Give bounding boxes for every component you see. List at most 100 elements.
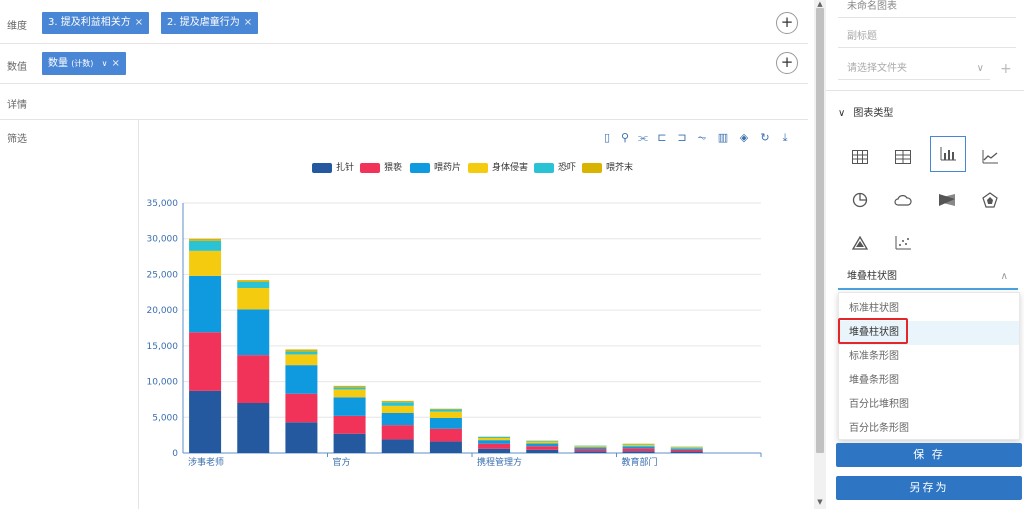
mark-line-icon[interactable]: ⫘ bbox=[638, 131, 648, 144]
chip-sublabel: (计数) bbox=[71, 59, 94, 68]
bar-segment-扎针 bbox=[381, 439, 414, 453]
dimension-chip-stakeholder[interactable]: 3. 提及利益相关方 × bbox=[42, 12, 150, 34]
save-as-button[interactable]: 另存为 bbox=[836, 476, 1022, 500]
x-tick-label: 教育部门 bbox=[622, 456, 658, 468]
bar-segment-喂药片 bbox=[285, 365, 318, 394]
y-tick-label: 30,000 bbox=[147, 235, 179, 245]
detail-label: 详情 bbox=[7, 100, 27, 111]
mark-icon[interactable]: ⚲ bbox=[620, 131, 630, 144]
data-view-icon[interactable]: ▯ bbox=[603, 131, 611, 144]
close-icon[interactable]: × bbox=[243, 17, 253, 28]
dimension-chip-abuse-behavior[interactable]: 2. 提及虐童行为 × bbox=[161, 12, 259, 34]
subtitle-field[interactable]: 副标题 bbox=[838, 26, 1016, 48]
bar-segment-喂药片 bbox=[670, 448, 703, 450]
option-standard-bar[interactable]: 标准条形图 bbox=[849, 351, 899, 362]
stacked-bar-chart: 0 5,000 10,000 15,000 20,000 25,000 30,000 35,0… bbox=[147, 199, 762, 468]
legend-item[interactable]: 恐吓 bbox=[534, 160, 576, 173]
chevron-down-icon[interactable]: ∨ bbox=[101, 59, 108, 68]
bar-segment-恐吓 bbox=[526, 440, 559, 442]
bar-chart-icon[interactable] bbox=[930, 136, 966, 172]
filter-divider bbox=[138, 120, 139, 509]
bar-segment-猥亵 bbox=[574, 449, 607, 452]
pie-chart-icon[interactable] bbox=[843, 183, 877, 217]
legend-item[interactable]: 扎针 bbox=[312, 160, 355, 173]
add-measure-button[interactable]: + bbox=[776, 52, 798, 74]
close-icon[interactable]: × bbox=[134, 17, 144, 28]
scrollbar-thumb[interactable] bbox=[816, 8, 824, 453]
option-stacked-bar[interactable]: 堆叠条形图 bbox=[849, 375, 899, 386]
pivot-table-icon[interactable] bbox=[886, 140, 920, 174]
legend-item[interactable]: 身体侵害 bbox=[468, 160, 528, 173]
chip-label: 2. 提及虐童行为 bbox=[167, 17, 240, 28]
legend-swatch bbox=[312, 162, 332, 173]
chart-type-title: 图表类型 bbox=[853, 108, 894, 119]
sankey-icon[interactable] bbox=[930, 183, 964, 217]
funnel-chart-icon[interactable] bbox=[843, 226, 877, 260]
bar-segment-猥亵 bbox=[381, 425, 414, 440]
bar-segment-恐吓 bbox=[622, 444, 655, 445]
scroll-down-icon[interactable]: ▼ bbox=[817, 498, 823, 506]
option-stacked-column[interactable]: 堆叠柱状图 bbox=[839, 321, 1019, 345]
refresh-icon[interactable]: ↻ bbox=[760, 131, 770, 144]
y-tick-label: 10,000 bbox=[147, 378, 179, 388]
add-folder-icon[interactable]: + bbox=[1000, 61, 1012, 77]
bar-segment-身体侵害 bbox=[526, 441, 559, 444]
bar-segment-扎针 bbox=[478, 448, 511, 453]
legend-item[interactable]: 猥亵 bbox=[360, 160, 402, 173]
folder-select[interactable]: 请选择文件夹 ∨ bbox=[838, 58, 990, 80]
legend-item[interactable]: 喂芥末 bbox=[582, 160, 634, 173]
add-dimension-button[interactable]: + bbox=[776, 12, 798, 34]
measure-chip-count[interactable]: 数量 (计数) ∨ × bbox=[42, 52, 126, 75]
bar-segment-猥亵 bbox=[478, 443, 511, 449]
legend-label: 扎针 bbox=[336, 163, 355, 173]
line-chart-icon[interactable]: ⏦ bbox=[697, 131, 707, 144]
word-cloud-icon[interactable] bbox=[886, 183, 920, 217]
scatter-chart-icon[interactable] bbox=[886, 226, 920, 260]
chart-title-field[interactable]: 未命名图表 bbox=[838, 0, 1016, 18]
detail-row[interactable]: 详情 bbox=[0, 84, 808, 120]
bar-segment-猥亵 bbox=[670, 449, 703, 452]
close-icon[interactable]: × bbox=[111, 58, 120, 69]
chart-type-header[interactable]: ∨ 图表类型 bbox=[838, 104, 893, 119]
bar-segment-扎针 bbox=[574, 451, 607, 453]
line-chart-icon[interactable] bbox=[973, 140, 1007, 174]
filter-label: 筛选 bbox=[7, 134, 27, 145]
bar-segment-喂药片 bbox=[429, 418, 462, 429]
legend-swatch bbox=[410, 162, 430, 173]
chip-label: 3. 提及利益相关方 bbox=[48, 17, 131, 28]
option-standard-column[interactable]: 标准柱状图 bbox=[849, 303, 899, 314]
table-icon[interactable] bbox=[843, 140, 877, 174]
y-tick-label: 0 bbox=[172, 449, 178, 459]
bar-segment-身体侵害 bbox=[285, 354, 318, 366]
bar-segment-猥亵 bbox=[189, 332, 222, 391]
bar-chart-icon[interactable]: ▥ bbox=[717, 131, 729, 144]
bar-segment-喂药片 bbox=[381, 413, 414, 426]
bar-segment-身体侵害 bbox=[333, 389, 366, 398]
scroll-up-icon[interactable]: ▲ bbox=[817, 0, 823, 8]
legend-item[interactable]: 喂药片 bbox=[410, 160, 462, 173]
radar-chart-icon[interactable] bbox=[973, 183, 1007, 217]
legend-swatch bbox=[534, 162, 554, 173]
dimension-row: 维度 3. 提及利益相关方 × 2. 提及虐童行为 × + bbox=[0, 0, 808, 44]
stack-icon[interactable]: ◈ bbox=[739, 131, 749, 144]
measure-row: 数值 数量 (计数) ∨ × + bbox=[0, 44, 808, 84]
folder-select-label: 请选择文件夹 bbox=[847, 63, 907, 74]
selected-chart-subtype: 堆叠柱状图 bbox=[847, 271, 897, 282]
bar-segment-扎针 bbox=[526, 449, 559, 453]
bar-segment-恐吓 bbox=[381, 402, 414, 406]
dimension-label: 维度 bbox=[7, 21, 27, 32]
bar-segment-猥亵 bbox=[237, 355, 270, 403]
y-tick-label: 5,000 bbox=[152, 413, 178, 423]
save-button[interactable]: 保 存 bbox=[836, 443, 1022, 467]
bar-segment-扎针 bbox=[189, 390, 222, 453]
legend-label: 喂药片 bbox=[434, 163, 462, 173]
option-percent-bar[interactable]: 百分比条形图 bbox=[849, 423, 909, 434]
bar-segment-身体侵害 bbox=[429, 411, 462, 418]
download-icon[interactable]: ⤓ bbox=[782, 131, 788, 144]
zoom-icon[interactable]: ⊏ bbox=[657, 131, 667, 144]
legend-label: 喂芥末 bbox=[606, 163, 634, 173]
chart-subtype-select[interactable]: 堆叠柱状图 ∧ bbox=[838, 266, 1018, 290]
bar-segment-扎针 bbox=[237, 403, 270, 453]
option-percent-stacked[interactable]: 百分比堆积图 bbox=[849, 399, 909, 410]
zoom-reset-icon[interactable]: ⊐ bbox=[677, 131, 687, 144]
